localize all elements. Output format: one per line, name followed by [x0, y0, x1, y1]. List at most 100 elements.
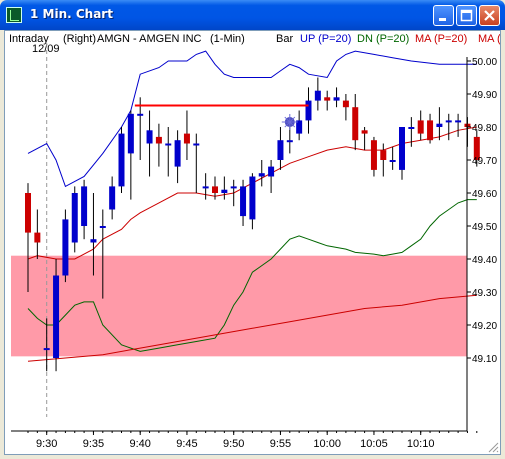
- y-tick-label: 50.00: [472, 57, 497, 68]
- candle-body: [99, 226, 106, 228]
- candle[interactable]: [212, 176, 218, 200]
- candle[interactable]: [202, 173, 209, 200]
- candle[interactable]: [34, 209, 41, 260]
- candle-body: [43, 348, 50, 351]
- minimize-icon: [439, 18, 446, 21]
- candle[interactable]: [380, 143, 387, 177]
- candle-body: [127, 113, 134, 154]
- x-tick-label: 9:30: [36, 438, 57, 450]
- candle[interactable]: [314, 77, 321, 111]
- window-title: 1 Min. Chart: [30, 7, 113, 21]
- y-tick-label: 49.90: [472, 90, 497, 101]
- candle[interactable]: [230, 179, 237, 207]
- period-label: (1-Min): [210, 33, 245, 45]
- candle[interactable]: [137, 97, 144, 160]
- candle[interactable]: [445, 113, 452, 141]
- y-tick-label: 49.60: [472, 189, 497, 200]
- candle-body: [183, 133, 190, 144]
- candle[interactable]: [53, 259, 60, 372]
- candle[interactable]: [193, 133, 200, 193]
- candle-body: [90, 239, 97, 243]
- candle[interactable]: [62, 209, 69, 283]
- candle-body: [212, 186, 218, 193]
- candle-body: [296, 120, 303, 134]
- candle-body: [146, 130, 153, 144]
- candle-body: [427, 120, 434, 141]
- candle-body: [249, 176, 256, 220]
- x-tick-label: 9:55: [270, 438, 291, 450]
- candle[interactable]: [408, 117, 415, 147]
- legend-dn-band: DN (P=20): [357, 33, 409, 45]
- candle[interactable]: [118, 127, 125, 193]
- candle[interactable]: [305, 87, 312, 134]
- minimize-button[interactable]: [433, 5, 454, 26]
- candle[interactable]: [43, 318, 50, 372]
- style-label: Bar: [276, 33, 293, 45]
- symbol-label: AMGN - AMGEN INC: [97, 33, 202, 45]
- candle[interactable]: [240, 179, 247, 226]
- candle[interactable]: [277, 127, 284, 170]
- candle-body: [109, 186, 116, 210]
- x-axis: 9:30 9:35 9:40 9:45 9:50 9:55 10:00 10:05 10:10: [11, 430, 478, 450]
- candle[interactable]: [258, 160, 265, 187]
- candle-body: [305, 100, 312, 121]
- candle[interactable]: [25, 183, 31, 292]
- candle[interactable]: [352, 94, 359, 151]
- candle[interactable]: [361, 127, 368, 151]
- x-tick-label: 9:45: [176, 438, 197, 450]
- candle[interactable]: [221, 176, 228, 200]
- candle[interactable]: [174, 130, 181, 184]
- candle-body: [436, 123, 443, 127]
- candle[interactable]: [183, 110, 190, 161]
- candle[interactable]: [436, 107, 443, 141]
- candle[interactable]: [155, 123, 162, 167]
- candle[interactable]: [90, 193, 97, 276]
- y-axis: 50.00 49.90 49.80 49.70 49.60 49.50 49.40 49.30…: [466, 57, 497, 431]
- date-label: 12/09: [32, 43, 60, 55]
- candle[interactable]: [324, 90, 331, 111]
- maximize-button[interactable]: [456, 5, 477, 26]
- candle[interactable]: [333, 87, 340, 108]
- legend-up-band: UP (P=20): [300, 33, 351, 45]
- candle[interactable]: [146, 110, 153, 177]
- x-tick-label: 9:50: [223, 438, 244, 450]
- candle[interactable]: [249, 173, 256, 230]
- candle[interactable]: [99, 209, 106, 299]
- candle-body: [71, 193, 78, 243]
- plot-area[interactable]: [11, 43, 480, 417]
- candle[interactable]: [427, 113, 434, 144]
- candle-body: [81, 186, 88, 226]
- chart-client-area[interactable]: Intraday 12/09 (Right) AMGN - AMGEN INC …: [4, 30, 501, 455]
- candle[interactable]: [296, 110, 303, 141]
- candle[interactable]: [71, 186, 78, 253]
- candle[interactable]: [286, 127, 293, 154]
- candle-body: [399, 127, 405, 170]
- price-chart[interactable]: Intraday 12/09 (Right) AMGN - AMGEN INC …: [5, 31, 500, 454]
- title-bar[interactable]: 1 Min. Chart: [0, 0, 505, 30]
- candle[interactable]: [81, 179, 88, 240]
- candle[interactable]: [370, 136, 377, 177]
- candle-body: [314, 90, 321, 101]
- x-tick-label: 10:10: [407, 438, 435, 450]
- candle-body: [34, 232, 41, 243]
- candle-body: [230, 186, 237, 189]
- candle[interactable]: [389, 146, 396, 170]
- candle[interactable]: [268, 160, 275, 193]
- candle[interactable]: [127, 110, 134, 200]
- ma-long-line: [27, 294, 477, 362]
- candle-body: [361, 130, 368, 134]
- candle[interactable]: [109, 176, 116, 220]
- candle[interactable]: [455, 113, 462, 137]
- candle[interactable]: [399, 127, 405, 180]
- resize-grip-icon[interactable]: [486, 440, 500, 454]
- candle[interactable]: [473, 130, 480, 167]
- candle-body: [352, 107, 359, 141]
- candle[interactable]: [417, 110, 424, 141]
- candle[interactable]: [342, 94, 349, 121]
- close-button[interactable]: [479, 5, 500, 26]
- candle-body: [137, 113, 144, 116]
- candle[interactable]: [165, 127, 172, 177]
- up-band-line: [27, 50, 477, 188]
- dn-band-line: [27, 199, 477, 352]
